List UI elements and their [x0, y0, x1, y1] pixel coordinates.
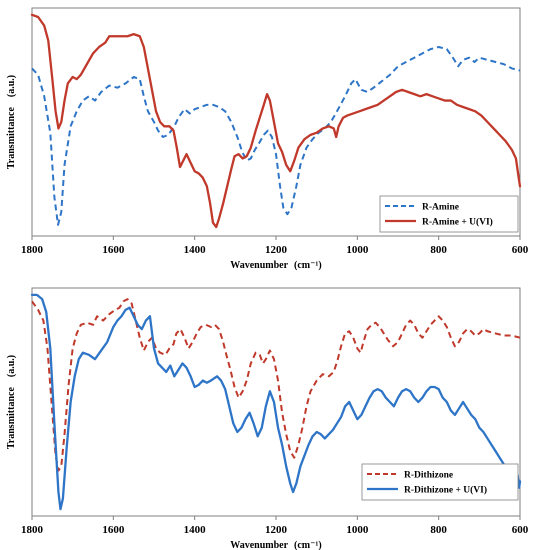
series-line-1 — [30, 13, 522, 229]
x-axis-name: Wavenumber — [230, 540, 288, 550]
x-axis-unit: (cm⁻¹) — [294, 260, 322, 271]
legend-label-1: R-Dithizone + U(VI) — [404, 485, 487, 496]
y-axis-unit: (a.u.) — [6, 75, 17, 97]
x-tick-label: 600 — [512, 244, 529, 256]
legend: R-Dithizone R-Dithizone + U(VI) — [361, 463, 519, 501]
legend: R-Amine R-Amine + U(VI) — [379, 195, 519, 233]
y-axis-label: Transmittance (a.u.) — [6, 75, 17, 169]
x-tick-label: 1000 — [346, 244, 369, 256]
y-axis-unit: (a.u.) — [6, 355, 17, 377]
legend-label-0: R-Amine — [422, 203, 459, 213]
x-tick-label: 1800 — [21, 524, 44, 536]
x-axis-label: Wavenumber (cm⁻¹) — [230, 260, 322, 271]
legend-label-0: R-Dithizone — [404, 471, 453, 481]
y-axis-label: Transmittance (a.u.) — [6, 355, 17, 449]
x-axis-name: Wavenumber — [230, 260, 288, 271]
x-axis-unit: (cm⁻¹) — [294, 540, 322, 550]
y-axis-name: Transmittance — [6, 107, 17, 170]
x-tick-label: 800 — [430, 524, 447, 536]
x-tick-label: 600 — [512, 524, 529, 536]
panel-top: 1800 1600 1400 1200 1000 800 600 Wavenumber (cm⁻… — [6, 7, 529, 271]
x-tick-label: 1000 — [346, 524, 369, 536]
legend-label-1: R-Amine + U(VI) — [422, 217, 493, 228]
x-tick-label: 1400 — [184, 244, 207, 256]
x-tick-label: 1400 — [184, 524, 207, 536]
x-tick-label: 800 — [430, 244, 447, 256]
legend-box — [379, 195, 519, 233]
x-axis-label: Wavenumber (cm⁻¹) — [230, 540, 322, 550]
x-tick-label: 1800 — [21, 244, 44, 256]
legend-box — [361, 463, 519, 501]
x-tick-label: 1600 — [102, 244, 125, 256]
series-line-1 — [30, 293, 522, 511]
y-axis-name: Transmittance — [6, 387, 17, 450]
panel-bottom: 1800 1600 1400 1200 1000 800 600 Wavenumber (cm⁻… — [6, 287, 529, 550]
x-tick-label: 1200 — [265, 524, 288, 536]
x-tick-label: 1200 — [265, 244, 288, 256]
series-line-0 — [31, 298, 521, 472]
series-line-0 — [31, 45, 521, 226]
x-tick-label: 1600 — [102, 524, 125, 536]
